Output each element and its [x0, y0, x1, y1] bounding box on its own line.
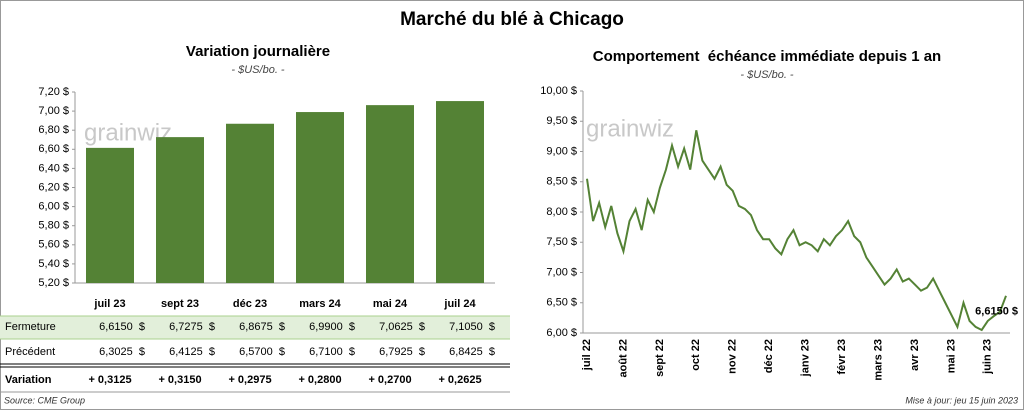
y-tick-label: 6,00 $	[546, 327, 577, 339]
row-label: Variation	[5, 374, 52, 386]
page-title: Marché du blé à Chicago	[400, 9, 624, 30]
y-tick-label: 5,40 $	[38, 258, 69, 270]
last-value: 6,6150 $	[975, 306, 1018, 318]
x-tick-label: mars 23	[872, 339, 884, 381]
table-cell: 6,4125 $	[169, 346, 215, 358]
x-tick-label: août 22	[617, 339, 629, 378]
x-tick-label: mai 24	[373, 298, 408, 310]
updated: Mise à jour: jeu 15 juin 2023	[905, 395, 1018, 405]
y-tick-label: 7,00 $	[38, 105, 69, 117]
closing-value: 7,1050 $	[449, 321, 495, 333]
y-tick-label: 6,20 $	[38, 181, 69, 193]
bar-subtitle: - $US/bo. -	[231, 64, 285, 76]
x-tick-label: janv 23	[800, 339, 812, 377]
row-label: Précédent	[5, 346, 55, 358]
x-tick-label: sept 22	[654, 339, 666, 377]
bar	[296, 112, 344, 284]
price-line	[586, 130, 1007, 332]
bar	[226, 123, 274, 283]
x-tick-label: juil 24	[443, 298, 476, 310]
bar	[156, 137, 204, 283]
x-tick-label: déc 23	[233, 298, 267, 310]
table-cell: + 0,3125	[88, 374, 131, 386]
bar	[366, 105, 414, 283]
x-tick-label: sept 23	[161, 298, 199, 310]
bar	[436, 101, 484, 283]
y-tick-label: 7,50 $	[546, 236, 577, 248]
table-cell: 6,8425 $	[449, 346, 495, 358]
x-tick-label: déc 22	[763, 339, 775, 373]
closing-value: 7,0625 $	[379, 321, 425, 333]
closing-value: 6,9900 $	[309, 321, 355, 333]
y-tick-label: 8,00 $	[546, 206, 577, 218]
y-tick-label: 7,00 $	[546, 266, 577, 278]
table-cell: + 0,2625	[438, 374, 481, 386]
y-tick-label: 8,50 $	[546, 176, 577, 188]
y-tick-label: 10,00 $	[540, 85, 577, 97]
table-cell: 6,5700 $	[239, 346, 285, 358]
table-cell: + 0,2800	[298, 374, 341, 386]
line-subtitle: - $US/bo. -	[740, 69, 794, 81]
table-cell: 6,7925 $	[379, 346, 425, 358]
y-tick-label: 6,80 $	[38, 124, 69, 136]
y-tick-label: 9,50 $	[546, 115, 577, 127]
y-tick-label: 5,80 $	[38, 220, 69, 232]
bar	[86, 147, 134, 283]
x-tick-label: févr 23	[836, 339, 848, 374]
table-cell: + 0,2975	[228, 374, 271, 386]
table-cell: + 0,2700	[368, 374, 411, 386]
x-tick-label: juil 23	[93, 298, 125, 310]
table-cell: + 0,3150	[158, 374, 201, 386]
y-tick-label: 6,60 $	[38, 143, 69, 155]
y-tick-label: 6,50 $	[546, 297, 577, 309]
closing-row-bg	[0, 316, 510, 339]
bar-title: Variation journalière	[186, 43, 330, 60]
x-tick-label: mai 23	[945, 339, 957, 373]
y-tick-label: 5,60 $	[38, 239, 69, 251]
x-tick-label: nov 22	[727, 339, 739, 374]
closing-value: 6,6150 $	[99, 321, 145, 333]
closing-value: 6,7275 $	[169, 321, 215, 333]
source: Source: CME Group	[4, 395, 85, 405]
y-tick-label: 5,20 $	[38, 277, 69, 289]
y-tick-label: 6,00 $	[38, 201, 69, 213]
table-cell: 6,7100 $	[309, 346, 355, 358]
x-tick-label: avr 23	[909, 339, 921, 371]
row-label: Fermeture	[5, 321, 56, 333]
y-tick-label: 6,40 $	[38, 162, 69, 174]
x-tick-label: juil 22	[581, 339, 593, 371]
closing-value: 6,8675 $	[239, 321, 285, 333]
watermark: grainwiz	[586, 115, 674, 142]
table-cell: 6,3025 $	[99, 346, 145, 358]
x-tick-label: mars 24	[299, 298, 341, 310]
y-tick-label: 9,00 $	[546, 145, 577, 157]
x-tick-label: juin 23	[982, 339, 994, 375]
x-tick-label: oct 22	[690, 339, 702, 371]
line-title: Comportement échéance immédiate depuis 1…	[593, 48, 941, 65]
y-tick-label: 7,20 $	[38, 86, 69, 98]
